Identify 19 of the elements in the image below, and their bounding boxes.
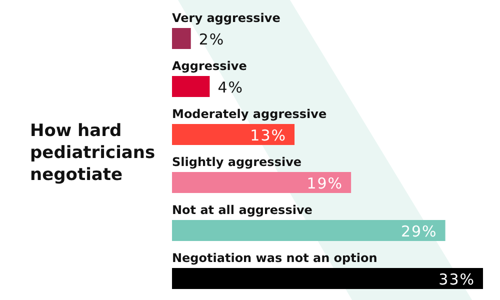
- bar: [172, 124, 295, 145]
- bar: [172, 268, 483, 289]
- y-tick-label: Very aggressive: [172, 11, 280, 25]
- text: How hard pediatricians negotiate: [30, 121, 156, 185]
- data-label: 4%: [218, 78, 244, 96]
- bar: [172, 172, 352, 193]
- y-tick-label: Negotiation was not an option: [172, 251, 378, 265]
- bar: [172, 220, 446, 241]
- data-label: 13%: [250, 126, 287, 144]
- y-tick-label: Not at all aggressive: [172, 203, 312, 217]
- data-label: 29%: [400, 222, 438, 240]
- y-tick-label: Slightly aggressive: [172, 155, 302, 169]
- data-label: 19%: [306, 174, 344, 192]
- y-tick-label: Aggressive: [172, 59, 247, 73]
- y-tick-label: Moderately aggressive: [172, 107, 327, 121]
- data-label: 2%: [198, 30, 225, 48]
- bar: [172, 28, 191, 49]
- bar: [172, 76, 210, 97]
- data-label: 33%: [438, 270, 475, 288]
